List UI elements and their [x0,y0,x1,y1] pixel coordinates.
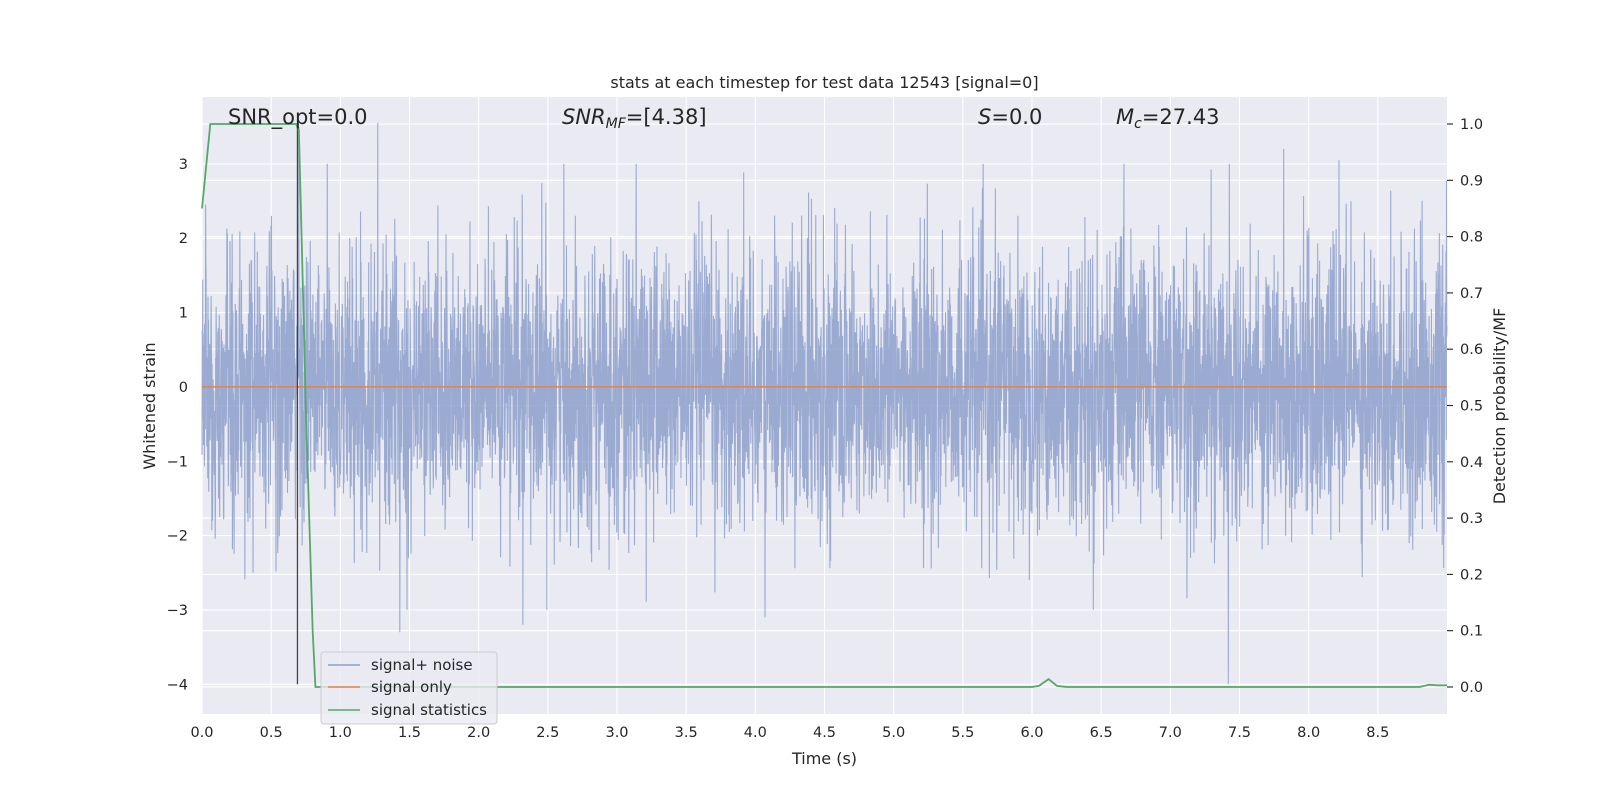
snr-mf-value: =[4.38] [626,105,707,129]
series-signal-noise [201,123,1448,685]
y2-tick-label-10: 0.0 [1460,680,1483,696]
y-tick-label-4: −1 [167,454,188,470]
y-tick-label-1: 2 [179,231,188,247]
y-tick-label-3: 0 [179,380,188,396]
legend-label-signal-only: signal only [371,678,452,696]
y2-axis-label: Detection probability/MF [1490,308,1509,505]
x-tick-label-15: 7.5 [1228,725,1251,741]
y2-tick-label-1: 0.9 [1460,173,1483,189]
x-tick-label-5: 2.5 [536,725,559,741]
y-axis-label: Whitened strain [140,342,159,469]
legend-label-signal-noise: signal+ noise [371,656,473,674]
y2-tick-label-2: 0.8 [1460,230,1483,246]
x-axis-ticks: 0.0 0.5 1.0 1.5 2.0 2.5 3.0 3.5 4.0 4.5 5.0 5.5 6.0 6… [190,725,1389,741]
s-variable: S [978,105,991,129]
mc-value: =27.43 [1142,105,1220,129]
x-tick-label-16: 8.0 [1297,725,1320,741]
y-tick-label-5: −2 [167,529,188,545]
x-tick-label-13: 6.5 [1090,725,1113,741]
y2-tick-label-3: 0.7 [1460,286,1483,302]
legend-box [320,651,498,725]
y-tick-label-6: −3 [167,603,188,619]
annotation-mc: Mc=27.43 [1116,105,1220,132]
s-value: =0.0 [991,105,1042,129]
annotation-s: S=0.0 [978,105,1042,129]
y-tick-label-7: −4 [167,677,188,693]
legend: signal+ noise signal only signal statist… [320,651,498,725]
y2-tick-label-7: 0.3 [1460,511,1483,527]
chart-title: stats at each timestep for test data 125… [610,73,1038,92]
signal-noise-line [201,123,1448,685]
mc-variable: M [1116,105,1134,129]
x-tick-label-10: 5.0 [882,725,905,741]
annotation-snr-opt: SNR_opt=0.0 [228,105,368,130]
y-tick-label-0: 3 [179,157,188,173]
y2-tick-label-8: 0.2 [1460,567,1483,583]
y-tick-label-2: 1 [179,306,188,322]
legend-label-signal-statistics: signal statistics [371,701,487,719]
y2-tick-label-6: 0.4 [1460,455,1483,471]
x-tick-label-1: 0.5 [260,725,283,741]
x-tick-label-17: 8.5 [1366,725,1389,741]
x-tick-label-4: 2.0 [467,725,490,741]
y2-tick-label-4: 0.6 [1460,342,1483,358]
mc-subscript: c [1134,116,1142,132]
y2-tick-label-5: 0.5 [1460,399,1483,415]
x-tick-label-0: 0.0 [190,725,213,741]
x-axis-label: Time (s) [791,749,857,768]
x-tick-label-12: 6.0 [1020,725,1043,741]
x-tick-label-2: 1.0 [329,725,352,741]
x-tick-label-14: 7.0 [1159,725,1182,741]
y2-tick-label-0: 1.0 [1460,117,1483,133]
x-tick-label-9: 4.5 [813,725,836,741]
x-tick-label-11: 5.5 [951,725,974,741]
y2-axis-ticks: 1.0 0.9 0.8 0.7 0.6 0.5 0.4 0.3 0.2 0.1 0.0 [1447,117,1483,696]
x-tick-label-7: 3.5 [675,725,698,741]
x-tick-label-8: 4.0 [744,725,767,741]
x-tick-label-3: 1.5 [398,725,421,741]
y2-tick-label-9: 0.1 [1460,624,1483,640]
series-overlays [201,123,1447,688]
snr-mf-subscript: MF [606,116,627,132]
signal-statistics-line [201,123,1447,688]
x-tick-label-6: 3.0 [605,725,628,741]
y-axis-ticks: 3 2 1 0 −1 −2 −3 −4 [167,157,188,693]
annotation-snr-mf: SNRMF=[4.38] [562,105,707,132]
snr-mf-variable: SNR [562,105,606,129]
